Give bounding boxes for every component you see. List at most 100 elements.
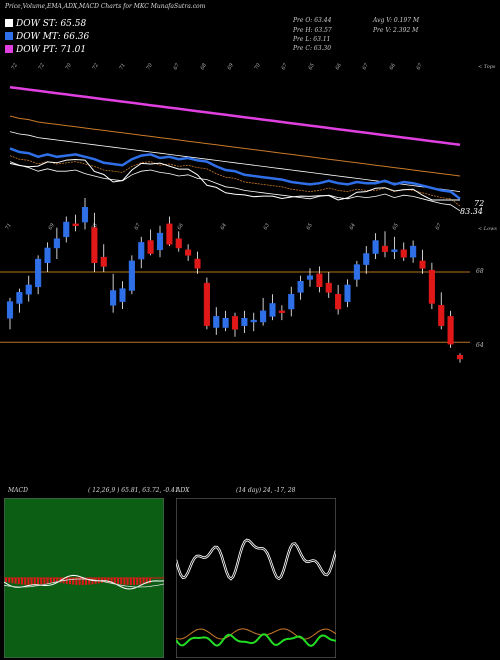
macd-panel <box>4 498 164 658</box>
ema-top-tick: 70 <box>65 62 74 71</box>
macd-histogram-bar <box>27 578 30 585</box>
ema-tops-label: < Tops <box>478 64 496 70</box>
price-level-64: 64 <box>476 342 484 349</box>
macd-histogram-bar <box>65 578 68 584</box>
price-top-tick: 67 <box>435 222 444 231</box>
macd-histogram-bar <box>126 578 129 585</box>
macd-histogram-bar <box>78 578 81 585</box>
price-top-tick: 66 <box>177 222 186 231</box>
candle-body <box>278 310 285 313</box>
ema-top-tick: 72 <box>92 62 100 71</box>
macd-histogram-bar <box>37 578 39 585</box>
macd-histogram-bar <box>129 578 132 585</box>
macd-histogram-bar <box>113 578 116 584</box>
price-top-tick: 64 <box>220 222 228 231</box>
legend-label-mt: DOW MT: 66.36 <box>16 32 90 42</box>
macd-histogram-bar <box>149 578 151 584</box>
candle-body <box>213 316 220 328</box>
legend-swatch-st <box>5 19 13 27</box>
price-top-tick: 64 <box>349 222 357 231</box>
ema-last-price-label: 83.34 <box>460 207 483 216</box>
candle-body <box>344 284 351 302</box>
macd-histogram-bar <box>110 578 113 583</box>
macd-histogram-bar <box>107 578 110 583</box>
ema-mid-line <box>9 115 461 177</box>
candle-body <box>428 269 435 304</box>
ema-top-tick: 71 <box>119 62 127 71</box>
macd-histogram-bar <box>104 578 107 583</box>
macd-histogram-bar <box>91 578 94 585</box>
candle-body <box>306 275 314 280</box>
candle-body <box>410 245 417 258</box>
macd-histogram-bar <box>69 578 71 585</box>
ema-top-tick: 65 <box>308 62 316 71</box>
adx-panel-bg <box>176 498 336 658</box>
info-volume: Pre V: 2.392 M <box>373 27 419 34</box>
macd-histogram-bar <box>142 578 145 585</box>
ema-left-low-label: 72 <box>474 199 485 208</box>
ema-top-tick: 70 <box>254 62 263 71</box>
candle-body <box>222 318 229 328</box>
candle-body <box>325 282 332 293</box>
candle-body <box>16 292 23 304</box>
ema-top-tick: 68 <box>200 62 208 71</box>
legend-dow-st: DOW ST: 65.58 <box>5 19 86 29</box>
price-top-tick: 67 <box>134 222 143 231</box>
adx-line-inner <box>176 539 336 580</box>
candle-body <box>100 256 107 267</box>
info-high: Pre H: 63.57 <box>293 27 332 34</box>
candle-body <box>372 240 379 254</box>
candle-body <box>44 247 51 263</box>
macd-histogram-bar <box>43 578 46 585</box>
macd-histogram-bar <box>17 578 20 585</box>
candle-body <box>456 355 464 360</box>
legend-swatch-pt <box>5 45 13 53</box>
price-chart: 72 72 70 72 71 70 67 68 69 70 67 65 66 67 66 67 71 69 68 6… <box>0 62 470 363</box>
adx-params: (14 day) 24, -17, 28 <box>236 487 296 494</box>
macd-histogram-bar <box>139 578 142 585</box>
legend-dow-pt: DOW PT: 71.01 <box>5 45 86 55</box>
macd-histogram-bar <box>120 578 123 585</box>
candle-body <box>194 258 201 269</box>
macd-signal-line <box>4 578 164 588</box>
price-panel: 7169686766646365646567 <box>0 198 470 363</box>
ema-top-tick: 70 <box>146 62 155 71</box>
macd-histogram-bar <box>81 578 84 585</box>
candle-body <box>175 238 182 249</box>
candle-body <box>316 273 323 288</box>
candle-body <box>381 245 389 252</box>
macd-histogram-bar <box>40 578 43 585</box>
candle-body <box>119 288 126 302</box>
price-top-tick: 65 <box>392 222 400 231</box>
macd-histogram-bar <box>5 578 7 582</box>
macd-histogram-bar <box>49 578 52 584</box>
macd-histogram-bar <box>85 578 87 585</box>
macd-histogram-bar <box>21 578 23 585</box>
ema-top-tick: 66 <box>389 62 398 71</box>
price-top-tick: 71 <box>5 222 13 231</box>
ema-panel: 72 72 70 72 71 70 67 68 69 70 67 65 66 67 66 67 <box>9 62 461 212</box>
legend-label-st: DOW ST: 65.58 <box>16 19 87 29</box>
candle-body <box>6 301 14 319</box>
candle-body <box>241 318 248 326</box>
candle-body <box>391 249 398 252</box>
ema-top-tick: 66 <box>335 62 344 71</box>
candle-body <box>35 258 42 288</box>
adx-plus-di-line <box>176 633 336 647</box>
ema-short-line <box>9 161 461 212</box>
adx-label: ADX <box>176 487 190 494</box>
price-top-tick: 69 <box>48 222 57 231</box>
candle-body <box>400 249 407 258</box>
candle-body <box>147 240 154 254</box>
adx-panel <box>176 498 336 658</box>
macd-histogram-bar <box>8 578 11 583</box>
ema-top-tick: 67 <box>173 62 182 71</box>
legend-label-pt: DOW PT: 71.01 <box>16 45 87 55</box>
candle-body <box>81 207 89 223</box>
candle-body <box>110 290 117 306</box>
candle-body <box>363 253 370 265</box>
macd-histogram-bar <box>46 578 49 584</box>
macd-label: MACD <box>8 487 28 494</box>
macd-histogram-bar <box>33 578 36 585</box>
candle-body <box>353 264 360 280</box>
